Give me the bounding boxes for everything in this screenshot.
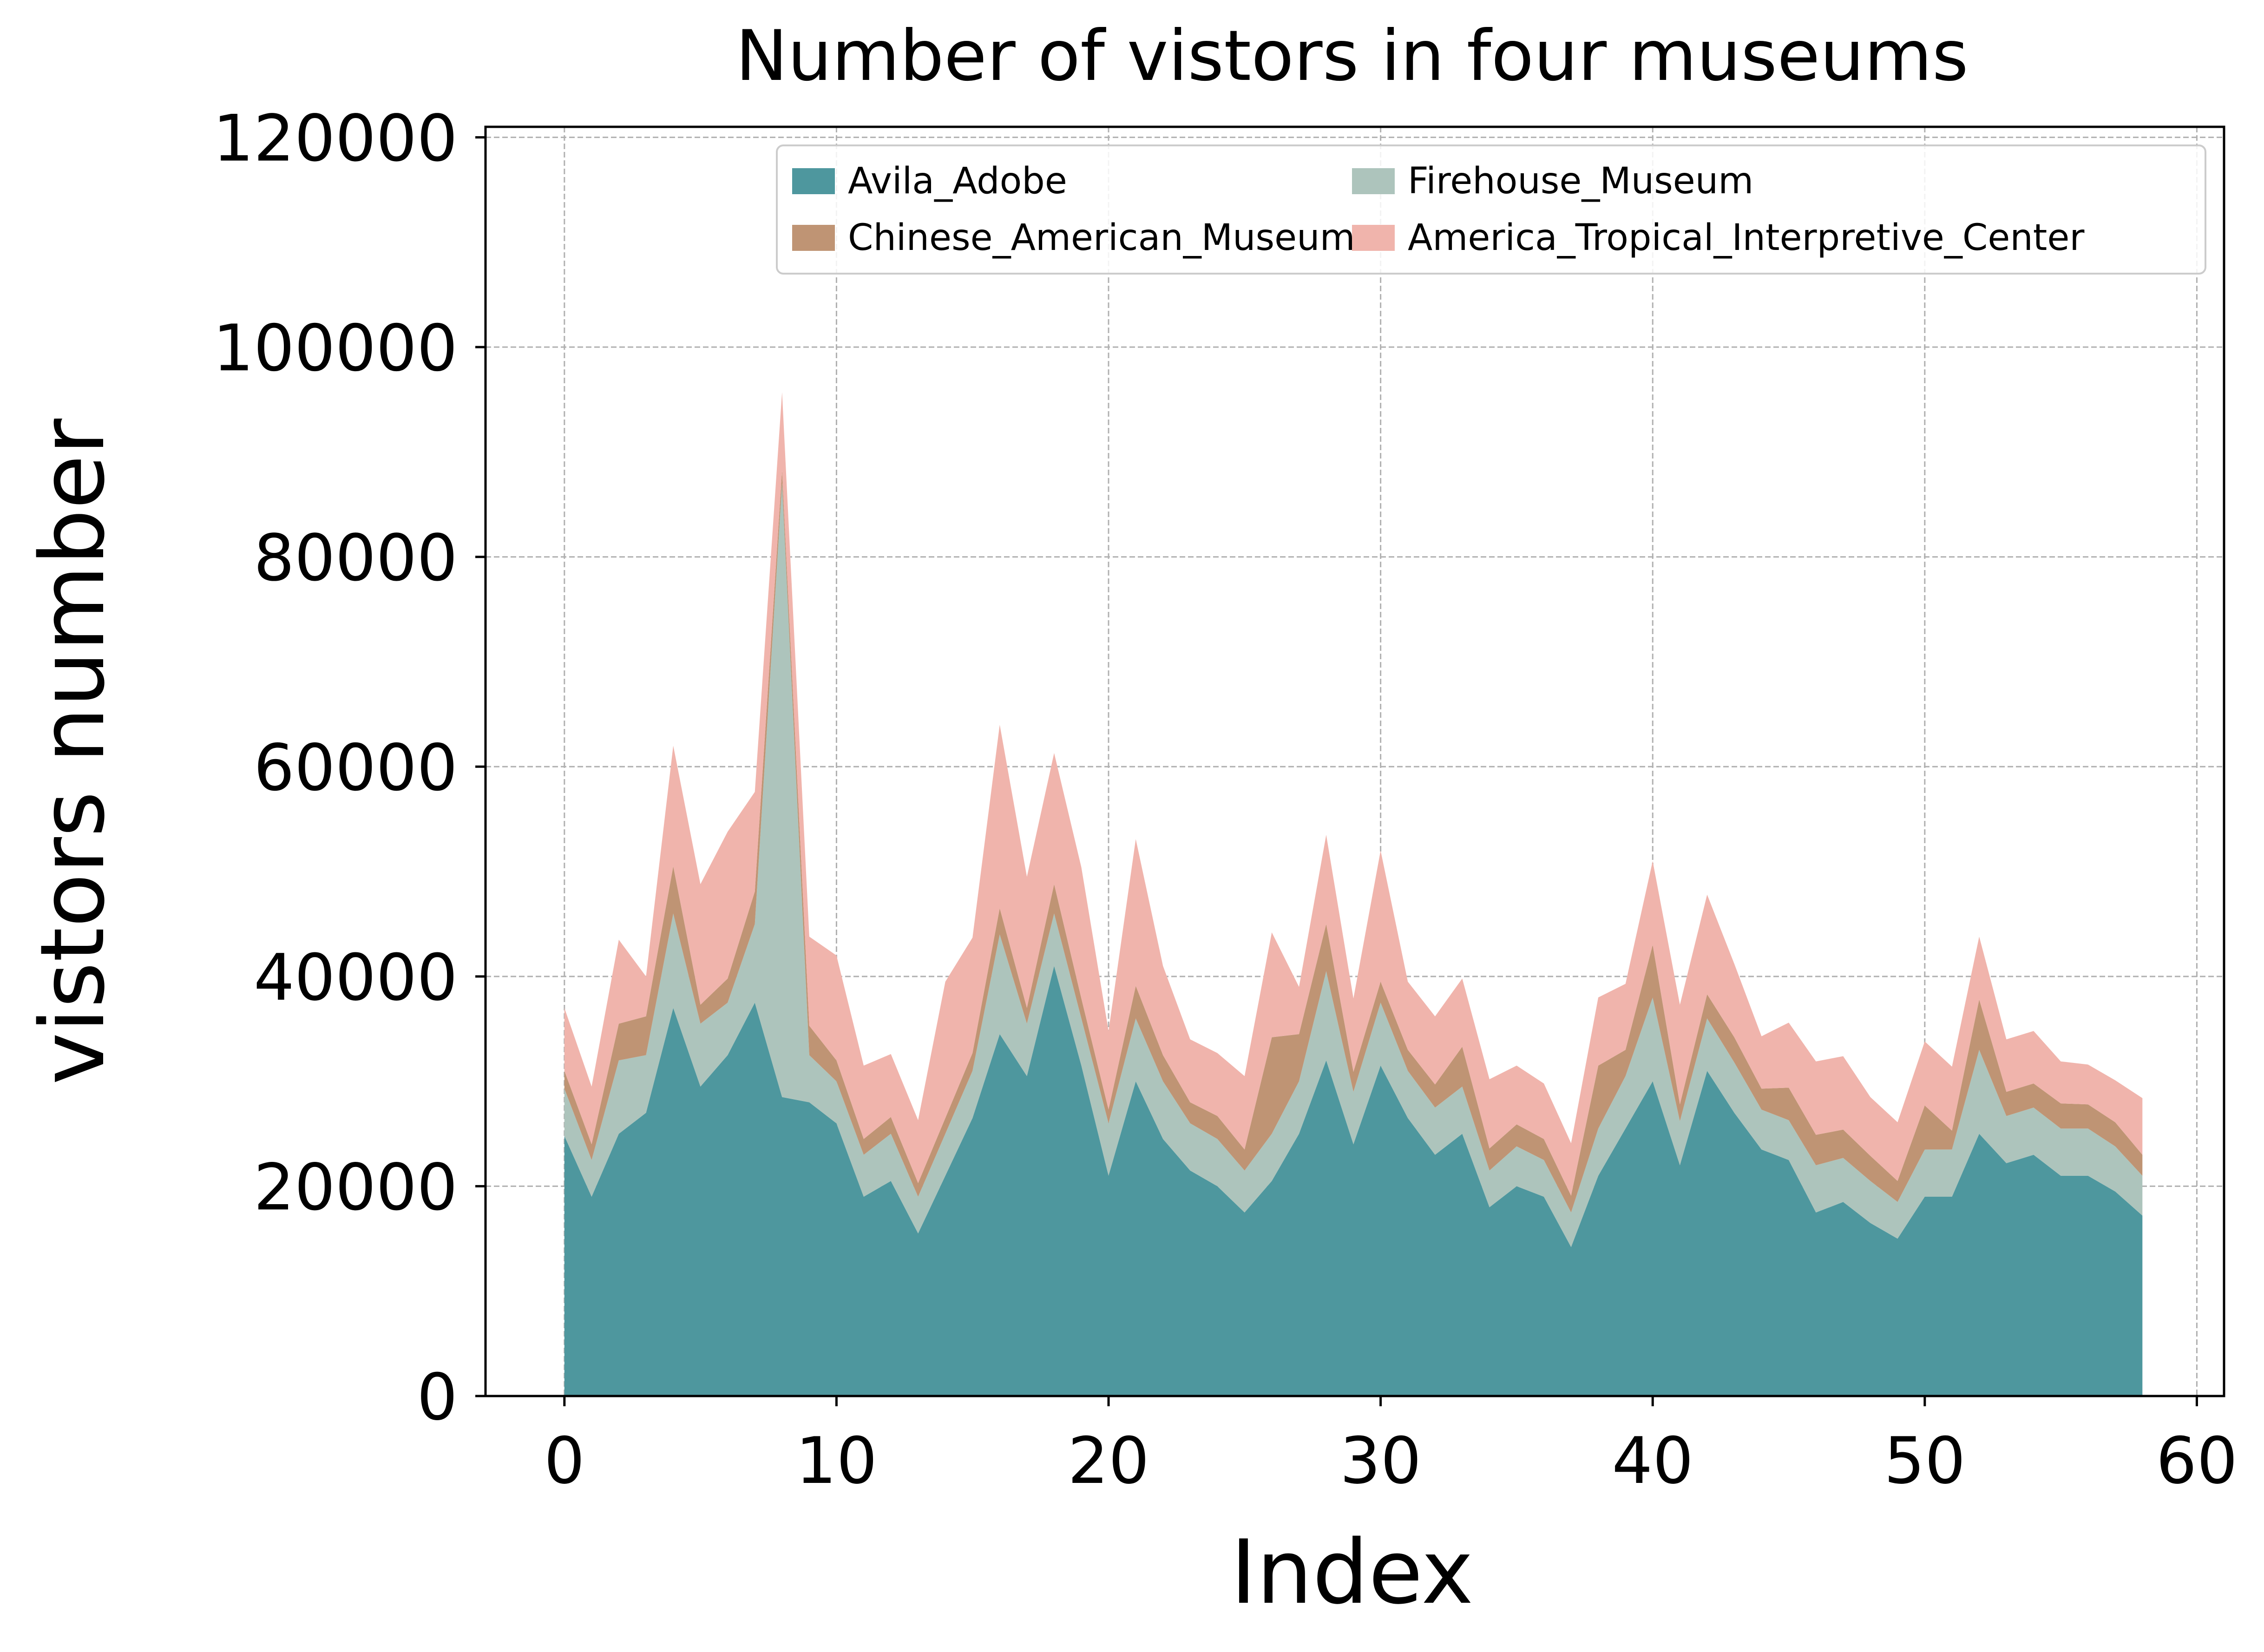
area-series <box>564 392 2143 1396</box>
legend-swatch <box>1352 168 1395 194</box>
x-tick-label: 50 <box>1884 1423 1966 1498</box>
y-tick-label: 80000 <box>254 521 458 596</box>
legend-swatch <box>1352 225 1395 251</box>
area-firehouse-museum <box>564 483 2143 1247</box>
legend-entry: America_Tropical_Interpretive_Center <box>1408 217 2085 259</box>
x-tick-label: 30 <box>1340 1423 1422 1498</box>
x-tick-label: 20 <box>1068 1423 1149 1498</box>
y-tick-label: 120000 <box>213 101 458 176</box>
legend-swatch <box>792 225 835 251</box>
x-axis-label: Index <box>1230 1521 1473 1624</box>
area-avila-adobe <box>564 966 2143 1396</box>
legend-entry: Avila_Adobe <box>848 160 1067 202</box>
x-tick-label: 10 <box>796 1423 878 1498</box>
y-axis-label: vistors number <box>21 418 124 1085</box>
legend-entry: Chinese_American_Museum <box>848 217 1355 259</box>
axis-ticks: 0 10 20 30 40 50 60 0 20000 40000 60000 80000 100000… <box>213 101 2238 1498</box>
legend-box <box>776 144 2206 275</box>
legend: Avila_Adobe Firehouse_Museum Chinese_Ameri… <box>776 144 2206 275</box>
legend-entry: Firehouse_Museum <box>1408 160 1753 202</box>
plot-frame <box>484 125 2225 1397</box>
area-america-tropical-interpretive-center <box>564 392 2143 1196</box>
chart-title: Number of vistors in four museums <box>735 16 1969 97</box>
x-tick-label: 60 <box>2156 1423 2238 1498</box>
x-tick-label: 40 <box>1612 1423 1693 1498</box>
y-tick-label: 0 <box>417 1360 458 1435</box>
y-tick-label: 40000 <box>254 940 458 1015</box>
y-tick-label: 60000 <box>254 730 458 805</box>
y-tick-label: 20000 <box>254 1150 458 1225</box>
legend-swatch <box>792 168 835 194</box>
x-tick-label: 0 <box>544 1423 585 1498</box>
y-tick-label: 100000 <box>213 311 458 386</box>
